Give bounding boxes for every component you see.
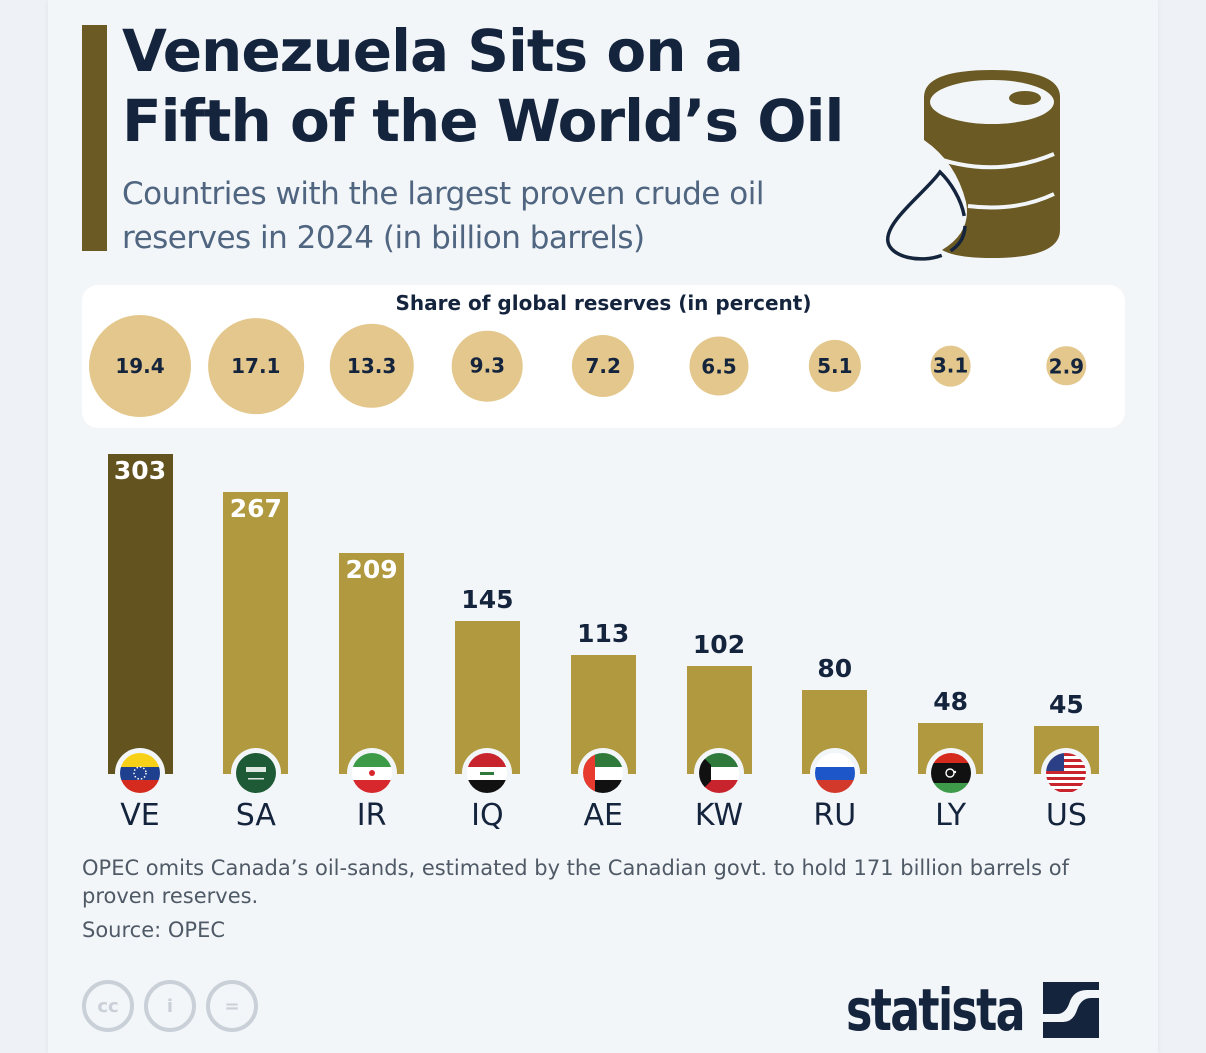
footnote: OPEC omits Canada’s oil-sands, estimated… bbox=[82, 856, 1069, 908]
statista-logo[interactable]: statista bbox=[846, 976, 1100, 1044]
share-bubble-sa: 17.1 bbox=[207, 318, 304, 414]
share-bubble-us: 2.9 bbox=[1046, 346, 1087, 386]
title-accent-bar bbox=[82, 25, 107, 251]
share-bubble-iq: 9.3 bbox=[452, 330, 523, 402]
share-bubble-ir: 13.3 bbox=[329, 323, 414, 409]
statista-logo-mark-icon bbox=[1043, 982, 1100, 1038]
share-panel: Share of global reserves (in percent) 19… bbox=[82, 285, 1125, 428]
chart-title: Venezuela Sits on a Fifth of the World’s… bbox=[122, 17, 844, 155]
chart-subtitle: Countries with the largest proven crude … bbox=[122, 176, 764, 256]
share-bubble-ly: 3.1 bbox=[930, 345, 971, 387]
attribution-icon[interactable]: i bbox=[144, 980, 196, 1032]
source-label: Source: OPEC bbox=[82, 918, 226, 942]
share-bubble-ru: 5.1 bbox=[808, 339, 861, 393]
no-derivatives-icon[interactable]: = bbox=[206, 980, 258, 1032]
share-bubble-ve: 19.4 bbox=[89, 315, 191, 417]
statista-logo-text: statista bbox=[846, 976, 1026, 1044]
license-icons: cc i = bbox=[82, 980, 258, 1032]
share-panel-title: Share of global reserves (in percent) bbox=[395, 291, 812, 315]
share-bubble-kw: 6.5 bbox=[689, 336, 749, 396]
oil-barrel-icon bbox=[886, 70, 1060, 261]
creative-commons-icon[interactable]: cc bbox=[82, 980, 134, 1032]
share-bubble-ae: 7.2 bbox=[572, 334, 635, 398]
